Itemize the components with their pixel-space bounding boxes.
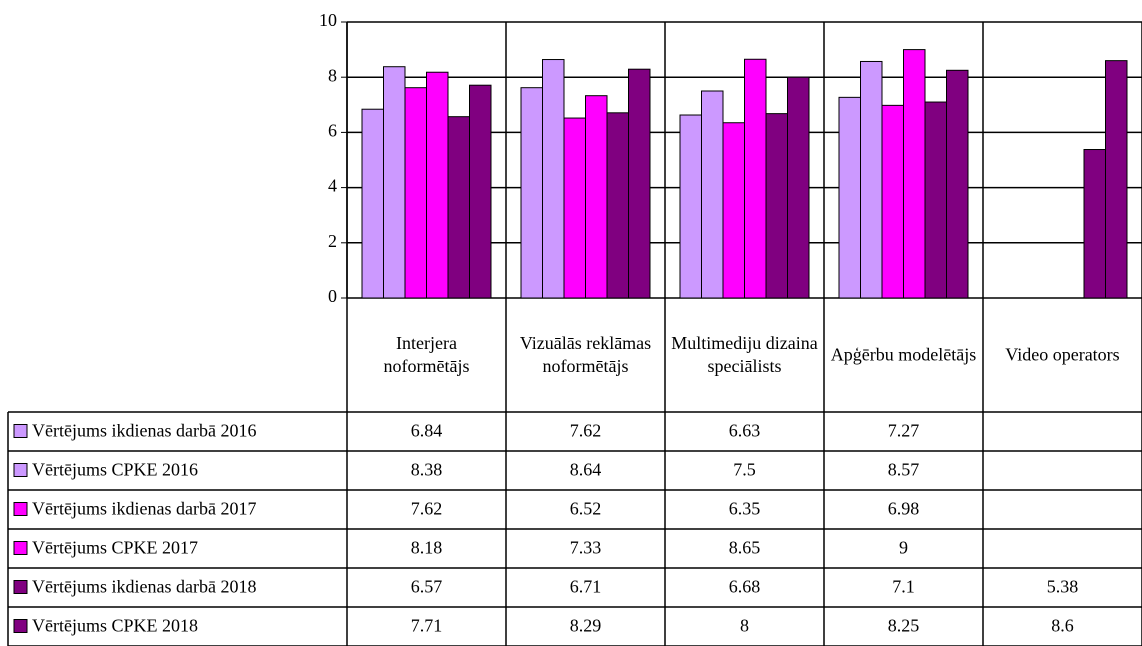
- legend-label: Vērtējums CPKE 2018: [32, 616, 198, 636]
- bar: [606, 112, 629, 299]
- bar: [563, 117, 586, 299]
- table-value: 6.63: [729, 421, 761, 441]
- y-tick-label: 8: [328, 65, 337, 85]
- bar: [744, 58, 767, 299]
- table-value: 7.62: [570, 421, 602, 441]
- table-value: 6.98: [888, 499, 920, 519]
- table-value: 8.65: [729, 538, 761, 558]
- table-value: 8: [740, 616, 749, 636]
- legend-key: [13, 580, 28, 594]
- legend-key: [13, 619, 28, 633]
- bar: [1083, 149, 1106, 299]
- table-value: 6.71: [570, 577, 602, 597]
- category-label: Apģērbu modelētājs: [830, 344, 977, 365]
- y-tick-label: 6: [328, 121, 337, 141]
- bar: [628, 68, 651, 299]
- bar: [722, 122, 745, 299]
- bar: [447, 116, 470, 299]
- bar: [520, 87, 543, 299]
- bar: [701, 90, 724, 299]
- category-label: Interjera noformētājs: [383, 333, 470, 376]
- category-label: Multimediju dizaina speciālists: [671, 333, 818, 376]
- legend-label: Vērtējums ikdienas darbā 2016: [32, 421, 256, 441]
- table-value: 7.71: [411, 616, 443, 636]
- table-value: 5.38: [1047, 577, 1079, 597]
- bar: [404, 87, 427, 299]
- table-value: 6.57: [411, 577, 443, 597]
- bar: [860, 60, 883, 299]
- table-value: 8.29: [570, 616, 602, 636]
- legend-key: [13, 502, 28, 516]
- table-value: 8.6: [1051, 616, 1074, 636]
- bar: [585, 95, 608, 299]
- legend-label: Vērtējums CPKE 2017: [32, 538, 198, 558]
- category-label: Vizuālās reklāmas noformētājs: [519, 333, 652, 376]
- bar: [383, 66, 406, 299]
- bar: [679, 114, 702, 299]
- legend-label: Vērtējums CPKE 2016: [32, 460, 198, 480]
- table-value: 8.57: [888, 460, 920, 480]
- table-value: 8.18: [411, 538, 443, 558]
- bar: [881, 104, 904, 299]
- bar: [469, 84, 492, 299]
- table-value: 8.25: [888, 616, 920, 636]
- table-value: 7.62: [411, 499, 443, 519]
- legend-key: [13, 463, 28, 477]
- table-value: 7.33: [570, 538, 602, 558]
- table-value: 8.38: [411, 460, 443, 480]
- bar: [946, 69, 969, 299]
- table-value: 7.5: [733, 460, 756, 480]
- legend-label: Vērtējums ikdienas darbā 2018: [32, 577, 256, 597]
- table-value: 7.27: [888, 421, 920, 441]
- bar: [542, 59, 565, 299]
- bar: [838, 96, 861, 299]
- legend-key: [13, 541, 28, 555]
- bar: [1105, 60, 1128, 299]
- legend-label: Vērtējums ikdienas darbā 2017: [32, 499, 256, 519]
- table-value: 6.68: [729, 577, 761, 597]
- table-value: 6.35: [729, 499, 761, 519]
- table-value: 8.64: [570, 460, 602, 480]
- legend-key: [13, 424, 28, 438]
- table-value: 7.1: [892, 577, 915, 597]
- y-tick-label: 10: [319, 10, 337, 30]
- category-label: Video operators: [1005, 344, 1120, 365]
- y-tick-label: 2: [328, 231, 337, 251]
- bar: [361, 108, 384, 299]
- table-value: 6.52: [570, 499, 602, 519]
- bar: [426, 71, 449, 299]
- bar: [924, 101, 947, 299]
- y-tick-label: 4: [328, 176, 337, 196]
- bar: [765, 113, 788, 299]
- y-tick-label: 0: [328, 286, 337, 306]
- bar: [787, 76, 810, 299]
- table-value: 6.84: [411, 421, 443, 441]
- table-value: 9: [899, 538, 908, 558]
- bar: [903, 49, 926, 299]
